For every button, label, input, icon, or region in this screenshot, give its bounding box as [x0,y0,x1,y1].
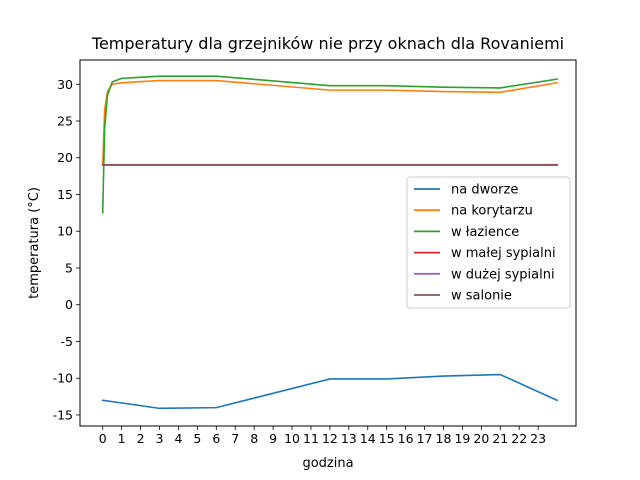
x-tick-label: 6 [212,431,220,446]
legend-label: w salonie [451,289,512,304]
x-tick-label: 18 [436,431,452,446]
x-axis: 0 1 2 3 4 5 6 7 8 9 10 11 12 13 14 15 16 17 18 19 20 21 22 23 [99,426,546,446]
x-tick-label: 2 [137,431,145,446]
y-tick-label: 0 [65,297,73,312]
series-line-na-dworze [101,373,559,410]
chart-title: Temperatury dla grzejników nie przy okna… [91,34,564,53]
x-tick-label: 5 [193,431,201,446]
y-tick-label: 30 [57,77,73,92]
series-layer [101,75,559,410]
x-tick-label: 1 [118,431,126,446]
x-tick-label: 21 [492,431,508,446]
legend-entry: w salonie [414,289,512,304]
x-tick-label: 10 [284,431,300,446]
x-axis-label: godzina [302,456,353,471]
series-line-w-łazience [101,75,558,214]
y-tick-label: 10 [57,224,73,239]
y-tick-label: 5 [65,260,73,275]
legend-entry: na dworze [414,183,518,198]
x-tick-label: 14 [360,431,376,446]
y-tick-label: 25 [57,114,73,129]
x-tick-label: 3 [156,431,164,446]
legend-entry: w łazience [414,225,519,240]
x-tick-label: 13 [341,431,357,446]
x-tick-label: 0 [99,431,107,446]
x-tick-label: 4 [174,431,182,446]
legend-label: na korytarzu [451,204,533,219]
legend-entry: na korytarzu [414,204,533,219]
legend: na dworze na korytarzu w łazience w małej s… [406,176,571,309]
x-tick-label: 9 [269,431,277,446]
x-tick-label: 11 [303,431,319,446]
x-tick-label: 19 [454,431,470,446]
x-tick-label: 15 [379,431,395,446]
y-tick-label: 20 [57,150,73,165]
x-tick-label: 12 [322,431,338,446]
x-tick-label: 8 [250,431,258,446]
y-axis-label: temperatura (°C) [27,187,42,299]
legend-label: na dworze [451,183,518,198]
legend-box [406,176,571,309]
plot-border [79,59,577,427]
x-tick-label: 16 [398,431,414,446]
x-tick-label: 23 [530,431,546,446]
x-tick-label: 7 [231,431,239,446]
legend-label: w dużej sypialni [451,267,555,282]
y-tick-label: -5 [61,334,73,349]
x-tick-label: 17 [417,431,433,446]
legend-label: w łazience [451,225,519,240]
y-tick-label: -10 [53,371,73,386]
legend-entry: w małej sypialni [414,246,556,261]
x-tick-label: 22 [511,431,527,446]
y-axis: -15 -10 -5 0 5 10 15 20 25 30 [53,77,80,422]
legend-entry: w dużej sypialni [414,267,555,282]
x-tick-label: 20 [473,431,489,446]
y-tick-label: -15 [53,407,73,422]
legend-label: w małej sypialni [451,246,556,261]
y-tick-label: 15 [57,187,73,202]
